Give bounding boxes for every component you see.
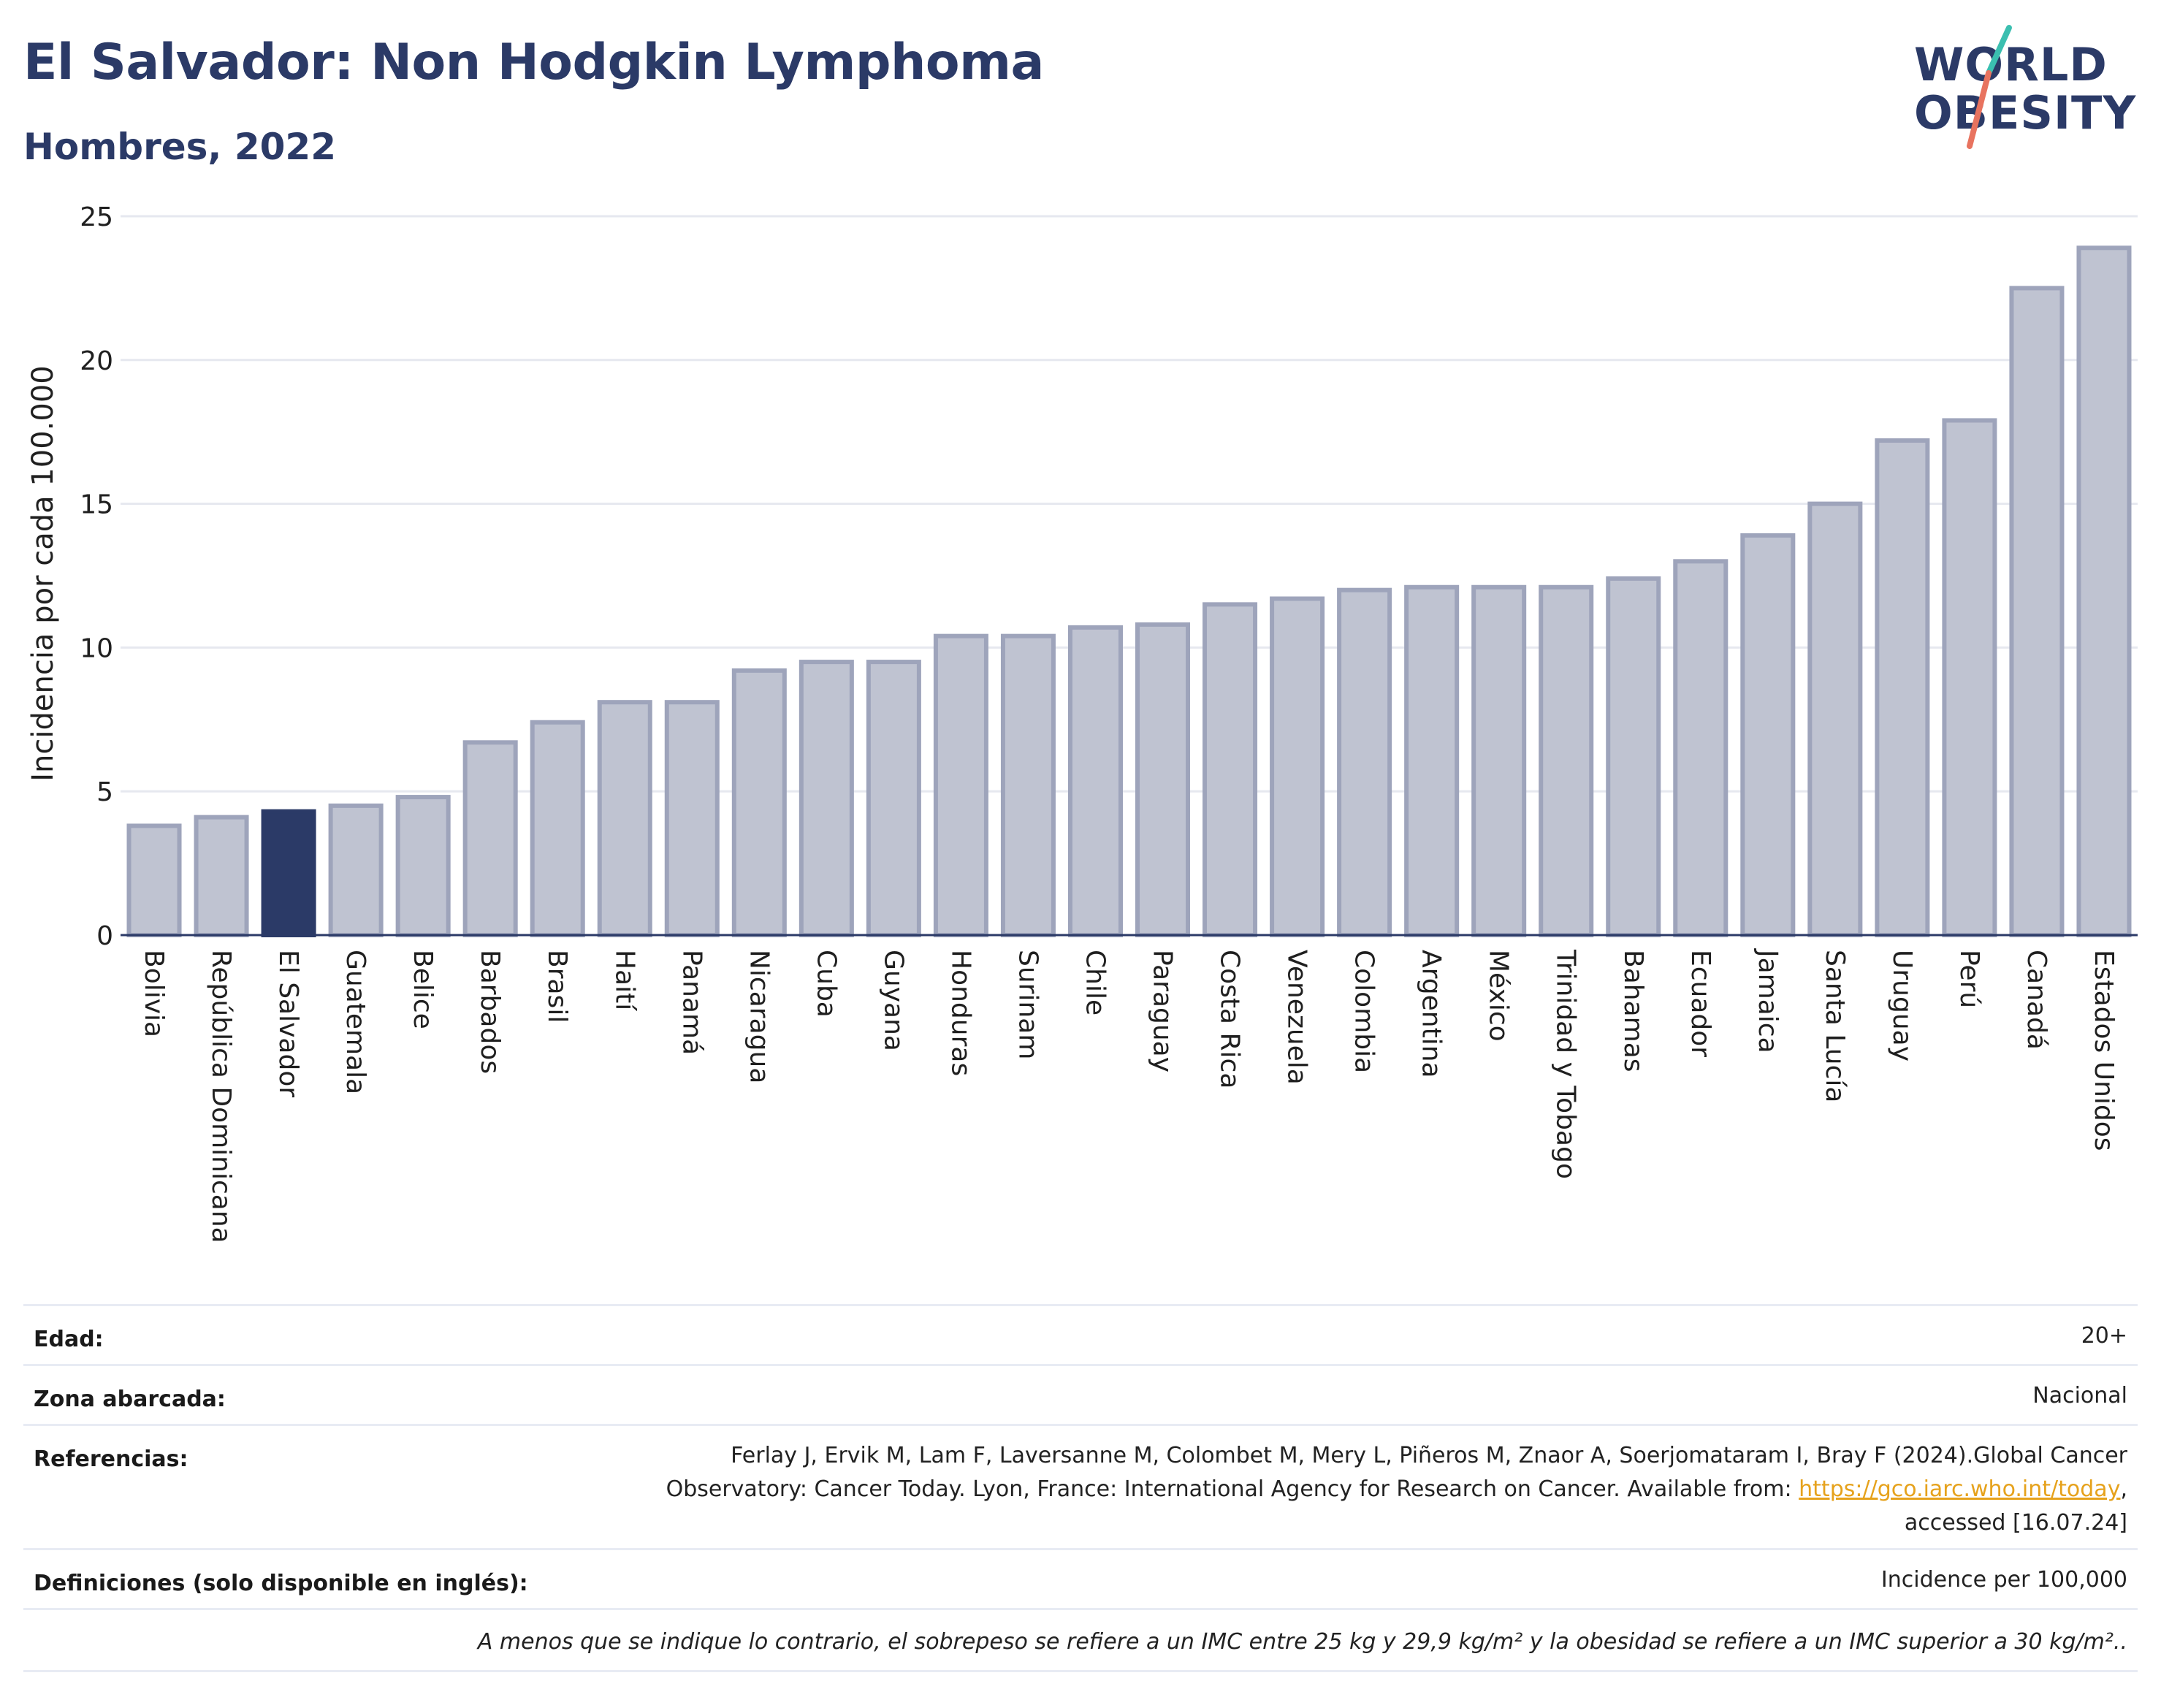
y-tick-label: 10	[80, 633, 113, 663]
y-tick-label: 25	[80, 202, 113, 232]
x-tick-label: Santa Lucía	[1820, 950, 1850, 1102]
y-tick-label: 20	[80, 346, 113, 376]
bar-haití	[597, 700, 652, 938]
x-tick-label: Bolivia	[139, 950, 169, 1037]
x-tick-label: Trinidad y Tobago	[1551, 949, 1581, 1179]
bar-guatemala	[328, 803, 384, 937]
bar-nicaragua	[731, 668, 787, 937]
bar-chart: 0 5 10 15 20 25 Bolivia República Dominicana El…	[26, 202, 2138, 1243]
logo-slash-icon	[1967, 25, 2012, 149]
x-tick-label: Surinam	[1013, 950, 1043, 1059]
references-label: Referencias:	[34, 1446, 188, 1472]
y-tick-label: 15	[80, 490, 113, 520]
bar-trinidad-y-tobago	[1539, 584, 1594, 938]
y-tick-label: 0	[96, 921, 113, 951]
bar-honduras	[933, 633, 988, 937]
meta-row-footnote: A menos que se indique lo contrario, el …	[23, 1608, 2138, 1672]
x-tick-label: Haití	[609, 950, 639, 1011]
x-tick-label: Colombia	[1349, 950, 1379, 1073]
bar-bahamas	[1606, 576, 1661, 937]
bar-venezuela	[1270, 596, 1325, 937]
x-tick-label: Costa Rica	[1215, 950, 1245, 1089]
bar-santa-lucía	[1807, 501, 1863, 938]
x-tick-label: República Dominicana	[206, 950, 236, 1243]
bar-panamá	[664, 700, 720, 938]
x-tick-label: Cuba	[811, 950, 841, 1018]
bar-costa-rica	[1203, 602, 1258, 937]
x-tick-label: Guatemala	[340, 950, 370, 1094]
x-tick-label: Uruguay	[1887, 950, 1917, 1061]
definitions-label: Definiciones (solo disponible en inglés)…	[34, 1571, 528, 1596]
bar-surinam	[1000, 633, 1056, 937]
x-tick-label: Guyana	[878, 950, 908, 1051]
bar-chile	[1067, 625, 1123, 938]
y-axis-label: Incidencia por cada 100.000	[26, 365, 60, 782]
logo-line-2: OBESITY	[1914, 86, 2137, 140]
references-line-2-text: Observatory: Cancer Today. Lyon, France:…	[666, 1476, 1799, 1502]
meta-row-zone: Zona abarcada: Nacional	[23, 1364, 2138, 1426]
x-tick-label: El Salvador	[273, 950, 303, 1097]
bar-paraguay	[1135, 622, 1191, 937]
bar-colombia	[1337, 587, 1392, 937]
bar-jamaica	[1740, 533, 1796, 937]
logo-line-1: WORLD	[1914, 38, 2108, 91]
grid-lines	[121, 215, 2138, 793]
x-tick-label: Belice	[408, 950, 438, 1029]
references-line-1: Ferlay J, Ervik M, Lam F, Laversanne M, …	[731, 1443, 2127, 1468]
x-tick-label: Perú	[1954, 950, 1984, 1008]
page-subtitle: Hombres, 2022	[23, 126, 336, 168]
x-tick-label: Chile	[1080, 950, 1110, 1015]
x-tick-label: Brasil	[542, 950, 572, 1023]
bar-bolivia	[126, 823, 182, 937]
page-title: El Salvador: Non Hodgkin Lymphoma	[23, 34, 1044, 91]
x-tick-label: Honduras	[945, 950, 975, 1076]
meta-row-age: Edad: 20+	[23, 1304, 2138, 1366]
references-line-3: accessed [16.07.24]	[1904, 1510, 2127, 1536]
bar-cuba	[799, 660, 854, 938]
bar-república-dominicana	[194, 815, 249, 938]
x-tick-label: Canadá	[2021, 950, 2051, 1050]
y-tick-label: 5	[96, 777, 113, 807]
footnote-text: A menos que se indique lo contrario, el …	[477, 1629, 2127, 1655]
bar-ecuador	[1673, 559, 1729, 937]
bars	[121, 245, 2138, 938]
references-line-2-comma: ,	[2120, 1476, 2127, 1502]
x-tick-label: Paraguay	[1148, 950, 1178, 1072]
y-tick-labels: 0 5 10 15 20 25	[80, 202, 113, 951]
x-tick-label: Panamá	[676, 950, 706, 1055]
x-tick-label: Nicaragua	[744, 950, 774, 1083]
x-tick-labels: Bolivia República Dominicana El Salvador Gu…	[139, 948, 2119, 1243]
bar-méxico	[1471, 584, 1527, 938]
bar-perú	[1942, 418, 1997, 937]
bar-estados-unidos	[2076, 245, 2132, 937]
bar-el-salvador	[261, 809, 316, 938]
x-tick-label: Bahamas	[1618, 950, 1648, 1072]
references-value: Ferlay J, Ervik M, Lam F, Laversanne M, …	[666, 1439, 2127, 1540]
world-obesity-logo: WORLD OBESITY	[1899, 22, 2148, 153]
bar-uruguay	[1875, 438, 1930, 937]
x-tick-label: Jamaica	[1753, 948, 1783, 1053]
x-tick-label: Ecuador	[1685, 950, 1715, 1057]
zone-label: Zona abarcada:	[34, 1387, 226, 1412]
bar-belice	[395, 795, 451, 938]
bar-brasil	[530, 720, 585, 938]
bar-guyana	[866, 660, 921, 938]
definitions-value: Incidence per 100,000	[1880, 1567, 2127, 1593]
zone-value: Nacional	[2032, 1383, 2127, 1408]
bar-argentina	[1404, 584, 1460, 938]
bar-canadá	[2009, 286, 2065, 937]
x-tick-label: México	[1484, 950, 1514, 1042]
age-label: Edad:	[34, 1327, 104, 1352]
bar-barbados	[462, 740, 518, 938]
references-link[interactable]: https://gco.iarc.who.int/today	[1799, 1476, 2121, 1502]
x-tick-label: Barbados	[475, 950, 505, 1074]
x-tick-label: Estados Unidos	[2089, 950, 2119, 1151]
x-tick-label: Venezuela	[1282, 950, 1312, 1085]
meta-row-definitions: Definiciones (solo disponible en inglés)…	[23, 1548, 2138, 1610]
references-line-2: Observatory: Cancer Today. Lyon, France:…	[666, 1473, 2127, 1506]
age-value: 20+	[2081, 1323, 2127, 1349]
x-tick-label: Argentina	[1417, 950, 1447, 1078]
meta-row-references: Referencias: Ferlay J, Ervik M, Lam F, L…	[23, 1424, 2138, 1550]
